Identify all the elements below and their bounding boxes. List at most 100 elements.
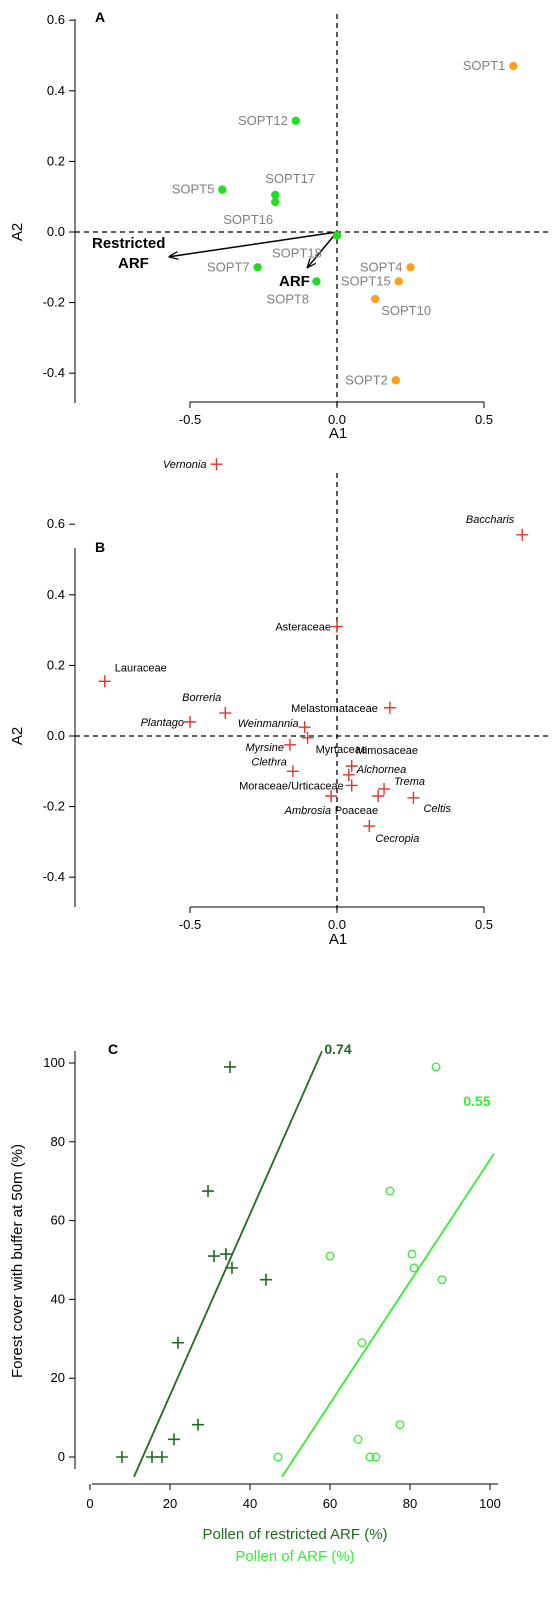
vector-label: ARF — [279, 273, 310, 290]
panel-a: A -0.4-0.20.00.20.40.6 -0.5 0.0 0.5 A1 A2 … — [9, 9, 552, 442]
vector-arrow — [308, 231, 338, 267]
data-point-restricted-arf — [192, 1418, 204, 1431]
site-label: SOPT2 — [345, 372, 388, 387]
x-tick-label-c: 20 — [163, 1496, 177, 1511]
data-point-arf — [325, 1251, 335, 1261]
y-tick-label-1: 0.0 — [47, 728, 65, 743]
taxon-point — [325, 790, 338, 803]
taxon-label: Lauraceae — [115, 662, 167, 674]
regression-line — [133, 1050, 323, 1478]
y-ticks-a: -0.4 -0.2 0.0 0.2 0.4 0.6 — [43, 12, 75, 380]
y-tick-label-1: 0.2 — [47, 657, 65, 672]
taxon-point — [383, 701, 396, 714]
data-point-restricted-arf — [260, 1273, 272, 1286]
taxon-label: Vernonia — [163, 459, 207, 471]
vector-arrow — [169, 231, 338, 257]
site-label: SOPT16 — [223, 212, 273, 227]
taxon-point — [298, 721, 311, 734]
site-point — [371, 294, 380, 304]
site-point — [218, 185, 227, 194]
taxon-point — [283, 738, 296, 751]
taxon-point — [407, 791, 420, 804]
data-point-restricted-arf — [226, 1261, 238, 1274]
taxon-label: Ambrosia — [284, 805, 331, 817]
data-point-arf — [365, 1452, 375, 1462]
taxon-label: Cecropia — [375, 833, 419, 845]
panel-label-c: C — [108, 1041, 118, 1057]
data-point-arf — [407, 1249, 417, 1259]
x-axis-title-c-restricted: Pollen of restricted ARF (%) — [202, 1526, 387, 1543]
x-axis-title-a: A1 — [329, 425, 347, 442]
taxon-label: Melastomataceae — [291, 703, 378, 715]
site-label: SOPT10 — [381, 303, 431, 318]
x-tick-label-c: 60 — [323, 1496, 337, 1511]
taxon-label: Myrtaceae — [316, 744, 367, 756]
taxon-point — [345, 760, 358, 773]
vector-label: Restricted — [92, 235, 165, 252]
site-point — [271, 197, 280, 207]
site-point — [406, 263, 415, 272]
taxon-label: Clethra — [251, 756, 286, 768]
site-point — [394, 277, 403, 286]
panel-c: C 0 20 40 60 80 100 0 20 40 60 80 100 Pollen of re… — [9, 1041, 501, 1565]
site-label: SOPT12 — [238, 113, 288, 128]
x-ticks-a: -0.5 0.0 0.5 — [179, 402, 493, 427]
panel-b: B -0.4-0.20.00.20.40.6 -0.5 0.0 0.5 A1 A2 … — [9, 458, 552, 948]
data-points-c — [116, 1060, 447, 1463]
y-tick-label-1: 0.6 — [47, 516, 65, 531]
y-tick-label-c: 60 — [51, 1213, 65, 1228]
y-tick-label-c: 80 — [51, 1134, 65, 1149]
y-tick-label-0: 0.0 — [47, 224, 65, 239]
taxon-point — [98, 675, 111, 688]
y-tick-label-0: 0.6 — [47, 12, 65, 27]
site-point — [509, 61, 518, 71]
x-axis-title-c-arf: Pollen of ARF (%) — [235, 1548, 354, 1565]
data-point-arf — [409, 1263, 419, 1273]
taxon-point — [363, 820, 376, 833]
biplot-vectors-a: Restricted ARF ARF — [92, 231, 338, 290]
y-tick-label-1: -0.2 — [43, 799, 65, 814]
site-label: SOPT17 — [265, 171, 315, 186]
site-point — [312, 277, 321, 286]
site-point — [271, 190, 280, 200]
correlation-label: 0.55 — [463, 1093, 490, 1109]
regression-lines-c: 0.74 0.55 — [133, 1041, 495, 1478]
taxon-point — [301, 731, 314, 744]
taxon-label: Baccharis — [466, 514, 515, 526]
y-ticks-c: 0 20 40 60 80 100 — [43, 1055, 75, 1464]
site-label: SOPT15 — [341, 273, 391, 288]
x-ticks-c: 0 20 40 60 80 100 — [86, 1484, 501, 1511]
data-point-arf — [395, 1420, 405, 1430]
site-label: SOPT5 — [172, 182, 215, 197]
x-tick-label-0: -0.5 — [179, 412, 201, 427]
taxon-label: Asteraceae — [275, 622, 331, 634]
y-tick-label-c: 100 — [43, 1055, 65, 1070]
data-point-restricted-arf — [224, 1060, 236, 1073]
data-point-arf — [431, 1062, 441, 1072]
y-axis-title-c: Forest cover with buffer at 50m (%) — [9, 1144, 26, 1378]
site-label: SOPT4 — [360, 259, 403, 274]
x-tick-label-1: 0.0 — [328, 917, 346, 932]
data-point-restricted-arf — [202, 1185, 214, 1198]
taxon-point — [210, 458, 223, 471]
regression-line — [281, 1153, 495, 1478]
correlation-label: 0.74 — [324, 1041, 351, 1057]
site-label: SOPT1 — [463, 58, 506, 73]
taxon-label: Moraceae/Urticaceae — [239, 780, 344, 792]
taxon-label: Alchornea — [356, 764, 407, 776]
data-point-arf — [357, 1338, 367, 1348]
data-point-restricted-arf — [156, 1451, 168, 1463]
y-tick-label-0: -0.2 — [43, 295, 65, 310]
x-ticks-b: -0.5 0.0 0.5 — [179, 907, 493, 932]
taxon-point — [378, 782, 391, 795]
y-tick-label-c: 20 — [51, 1370, 65, 1385]
taxon-points-b: Vernonia Baccharis Asteraceae Lauraceae Borr… — [98, 458, 529, 845]
taxon-label: Celtis — [423, 803, 451, 815]
x-tick-label-1: 0.5 — [475, 917, 493, 932]
site-points-a: SOPT1 SOPT12 SOPT5 SOPT17 SOPT16 SOPT18 SOPT7 S… — [172, 58, 518, 387]
x-tick-label-c: 80 — [403, 1496, 417, 1511]
x-axis-title-b: A1 — [329, 931, 347, 948]
site-label: SOPT18 — [272, 246, 322, 261]
taxon-point — [372, 790, 385, 803]
taxon-point — [286, 765, 299, 778]
